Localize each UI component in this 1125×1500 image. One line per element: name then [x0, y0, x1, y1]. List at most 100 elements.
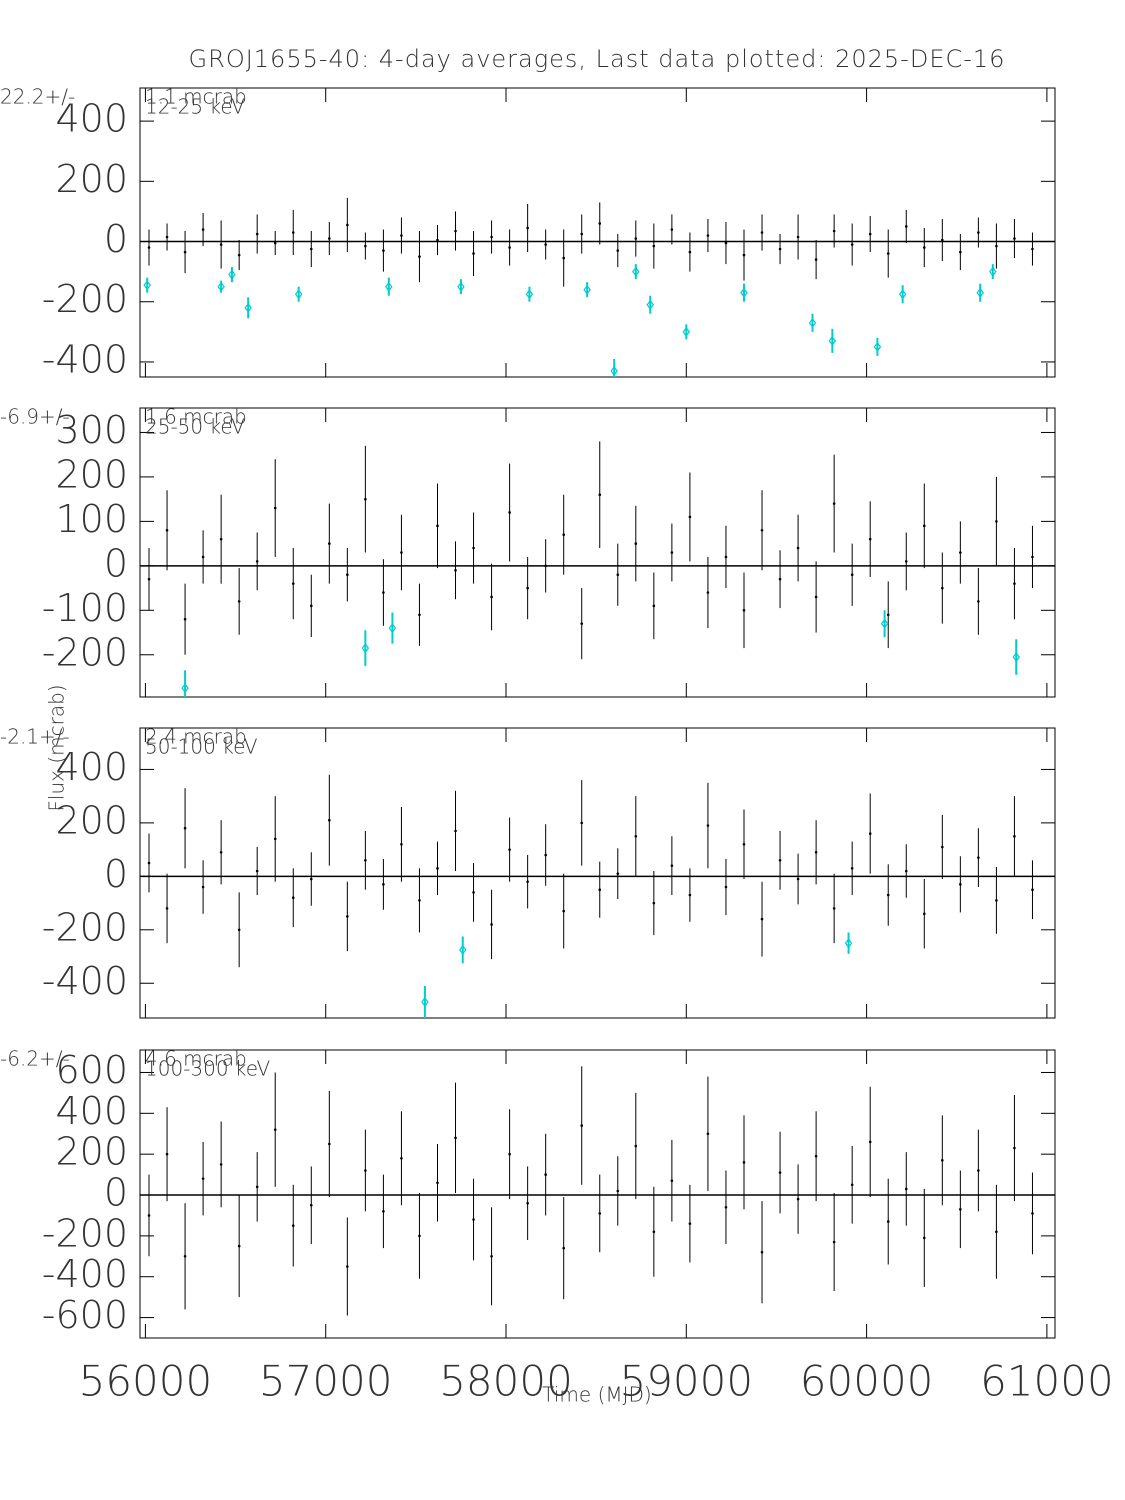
point — [364, 1169, 367, 1172]
point — [508, 246, 511, 249]
band-label: 50-100 keV — [145, 735, 258, 759]
point — [562, 533, 565, 537]
point — [977, 856, 980, 859]
point — [472, 252, 475, 255]
point — [273, 506, 277, 510]
point — [525, 289, 534, 300]
y-tick-label: -200 — [42, 905, 128, 949]
point — [670, 551, 674, 554]
point — [598, 222, 602, 225]
point — [760, 1250, 764, 1254]
point — [778, 1171, 782, 1174]
point — [294, 289, 303, 300]
y-tick-label: 400 — [55, 97, 128, 141]
point — [724, 1205, 728, 1209]
point — [201, 885, 205, 889]
point — [1031, 1212, 1034, 1215]
point — [977, 1169, 980, 1172]
point — [544, 1173, 547, 1176]
y-tick-label: -600 — [42, 1293, 128, 1337]
point — [490, 235, 493, 239]
point — [273, 837, 277, 841]
point — [706, 234, 710, 237]
point — [760, 917, 764, 921]
point — [219, 850, 223, 854]
point — [1012, 651, 1020, 662]
plot-frame — [139, 407, 1056, 698]
point — [201, 228, 205, 231]
point — [346, 1265, 349, 1268]
point — [796, 1197, 800, 1201]
point — [616, 573, 620, 577]
point — [724, 241, 728, 245]
point — [165, 907, 169, 910]
point — [147, 861, 151, 865]
point — [1031, 247, 1034, 251]
point — [898, 289, 907, 300]
point — [237, 928, 241, 932]
point — [400, 551, 403, 554]
point — [959, 551, 962, 554]
x-axis-label: Time (MJD) — [542, 1383, 651, 1407]
point — [385, 281, 393, 292]
point — [959, 250, 962, 254]
point — [682, 326, 691, 337]
error-label: 4.6 mcrab — [145, 1047, 247, 1071]
point — [1013, 834, 1016, 838]
point — [1031, 888, 1034, 892]
mean-label: -6.2+/- — [0, 1047, 70, 1071]
point — [634, 542, 638, 545]
point — [418, 613, 421, 617]
point — [244, 302, 252, 313]
point — [995, 520, 998, 523]
y-tick-label: 200 — [55, 1130, 128, 1174]
point — [977, 231, 980, 234]
point — [706, 591, 710, 594]
point — [580, 232, 584, 236]
point — [183, 1254, 187, 1258]
point — [237, 1244, 241, 1248]
point — [436, 238, 439, 242]
point — [796, 877, 800, 881]
point — [844, 938, 853, 949]
point — [580, 1124, 584, 1127]
y-tick-label: -200 — [42, 1211, 128, 1255]
point — [922, 912, 926, 916]
point — [989, 266, 997, 277]
y-tick-label: -400 — [42, 959, 128, 1003]
y-tick-label: -100 — [42, 586, 128, 630]
point — [165, 1152, 169, 1156]
mean-label: -2.1+/- — [0, 725, 70, 749]
point — [526, 880, 529, 883]
point — [850, 243, 854, 246]
point — [724, 555, 728, 559]
point — [143, 280, 151, 291]
point — [309, 247, 313, 251]
point — [742, 253, 746, 257]
point — [760, 231, 764, 234]
point — [418, 255, 421, 258]
point — [309, 877, 313, 881]
x-tick-label: 56000 — [79, 1357, 213, 1406]
chart-title: GROJ1655-40: 4-day averages, Last data p… — [189, 45, 1006, 73]
point — [273, 1128, 277, 1131]
point — [652, 604, 656, 608]
point — [583, 284, 591, 295]
y-tick-label: 400 — [55, 745, 128, 789]
point — [544, 243, 547, 246]
point — [364, 244, 367, 248]
point — [472, 1218, 475, 1221]
point — [904, 1187, 908, 1191]
point — [165, 528, 169, 532]
point — [201, 555, 205, 559]
point — [219, 243, 223, 246]
point — [959, 1208, 962, 1211]
y-tick-label: 200 — [55, 157, 128, 201]
point — [328, 237, 331, 240]
point — [814, 1154, 818, 1158]
mean-label: 22.2+/- — [0, 85, 75, 109]
point — [808, 317, 817, 328]
point — [670, 1179, 674, 1183]
mean-label: -6.9+/- — [0, 405, 70, 429]
